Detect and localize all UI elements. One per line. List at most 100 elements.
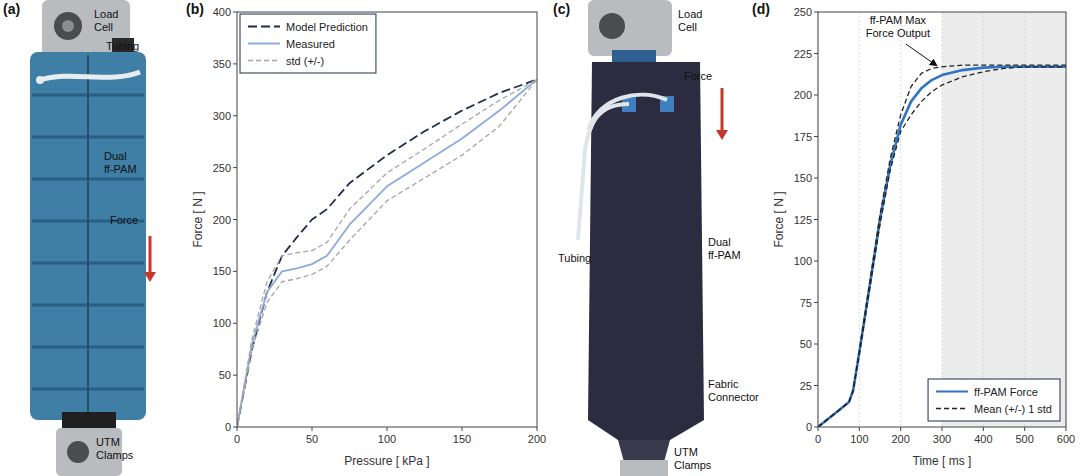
x-tick <box>942 427 943 431</box>
x-tick <box>1066 427 1067 431</box>
chart: (b)050100150200050100150200250300350400P… <box>186 1 546 468</box>
photo-label: Connector <box>708 391 759 403</box>
y-tick <box>814 178 818 179</box>
x-tick <box>462 427 463 431</box>
y-tick <box>814 261 818 262</box>
y-tick-label: 250 <box>213 162 231 174</box>
y-tick <box>814 427 818 428</box>
load-cell <box>588 0 672 56</box>
y-axis-title: Force [ N ] <box>191 191 205 247</box>
plot-data <box>818 65 1066 427</box>
clamp-jaw <box>62 412 116 430</box>
panel-letter: (c) <box>553 1 570 17</box>
y-tick <box>814 95 818 96</box>
annotation-arrow <box>906 44 937 66</box>
y-tick-label: 75 <box>800 297 812 309</box>
chart: (d)0100200300400500600025507510012515017… <box>752 1 1075 468</box>
legend-label: std (+/-) <box>286 55 324 67</box>
grid-line <box>859 12 860 427</box>
x-axis-title: Pressure [ kPa ] <box>344 454 429 468</box>
photo-label: UTM <box>674 446 698 458</box>
y-tick-label: 50 <box>219 369 231 381</box>
y-tick <box>814 12 818 13</box>
x-tick-label: 200 <box>891 433 909 445</box>
y-tick-label: 300 <box>213 110 231 122</box>
y-tick <box>233 427 237 428</box>
y-tick <box>233 271 237 272</box>
x-tick <box>859 427 860 431</box>
x-axis-title: Time [ ms ] <box>913 454 972 468</box>
x-tick-label: 100 <box>850 433 868 445</box>
x-tick-label: 100 <box>378 433 396 445</box>
series-line <box>237 79 537 427</box>
y-tick-label: 400 <box>213 6 231 18</box>
legend-label: Mean (+/-) 1 std <box>974 403 1052 415</box>
x-tick-label: 200 <box>528 433 546 445</box>
legend-box <box>240 14 376 73</box>
plot-frame <box>818 12 1066 427</box>
tubing-port <box>36 76 44 84</box>
y-tick <box>814 136 818 137</box>
y-tick <box>814 53 818 54</box>
x-tick-label: 300 <box>933 433 951 445</box>
utm-clamp <box>620 460 668 476</box>
legend-box <box>928 379 1060 421</box>
figure: (a)LoadCellTubingDualff-PAMForceUTMClamp… <box>0 0 1086 476</box>
x-tick-label: 150 <box>453 433 471 445</box>
photo-label: Load <box>94 8 118 20</box>
y-tick-label: 150 <box>794 172 812 184</box>
y-tick <box>233 167 237 168</box>
x-tick <box>1024 427 1025 431</box>
grid-line <box>900 12 901 427</box>
legend-swatch <box>248 60 280 61</box>
series-line <box>818 67 1066 427</box>
x-tick <box>900 427 901 431</box>
plot-bg <box>818 12 1066 427</box>
legend-swatch <box>936 408 968 409</box>
legend-swatch <box>936 391 968 393</box>
force-arrow <box>721 88 724 132</box>
annotation: ff-PAM Max <box>870 14 927 26</box>
tubing <box>40 72 140 80</box>
x-tick-label: 600 <box>1057 433 1075 445</box>
y-tick <box>814 302 818 303</box>
photo-label: Load <box>678 8 702 20</box>
force-arrow-head <box>144 272 156 282</box>
panel-letter: (b) <box>186 1 204 17</box>
y-tick <box>233 323 237 324</box>
x-tick-label: 500 <box>1015 433 1033 445</box>
fabric-connector <box>618 440 670 462</box>
series-line <box>818 67 1066 427</box>
legend-swatch <box>248 26 280 28</box>
y-axis-title: Force [ N ] <box>772 191 786 247</box>
y-tick <box>233 12 237 13</box>
center-seam <box>87 55 89 418</box>
force-arrow <box>149 236 152 274</box>
photo-label: Cell <box>678 21 697 33</box>
shaded-region <box>942 12 1066 427</box>
legend-swatch <box>248 43 280 45</box>
tubing <box>578 104 629 240</box>
load-cell-knob <box>62 20 74 32</box>
photo-label: ff-PAM <box>104 163 137 175</box>
grid-line <box>1024 12 1025 427</box>
photo-label: Dual <box>104 150 127 162</box>
clamp-knob <box>67 441 89 463</box>
y-tick <box>233 375 237 376</box>
y-tick-label: 0 <box>225 421 231 433</box>
y-tick-label: 0 <box>806 421 812 433</box>
plot-bg <box>237 12 537 427</box>
x-tick <box>537 427 538 431</box>
y-tick-label: 100 <box>213 317 231 329</box>
plot-frame <box>237 12 537 427</box>
y-tick-label: 175 <box>794 131 812 143</box>
y-tick-label: 200 <box>213 214 231 226</box>
x-tick <box>387 427 388 431</box>
y-tick <box>814 385 818 386</box>
y-tick-label: 250 <box>794 6 812 18</box>
load-cell-knob <box>54 12 82 40</box>
series-line <box>237 79 537 427</box>
annotation: Force Output <box>866 27 930 39</box>
y-tick-label: 350 <box>213 58 231 70</box>
legend-label: ff-PAM Force <box>974 386 1038 398</box>
